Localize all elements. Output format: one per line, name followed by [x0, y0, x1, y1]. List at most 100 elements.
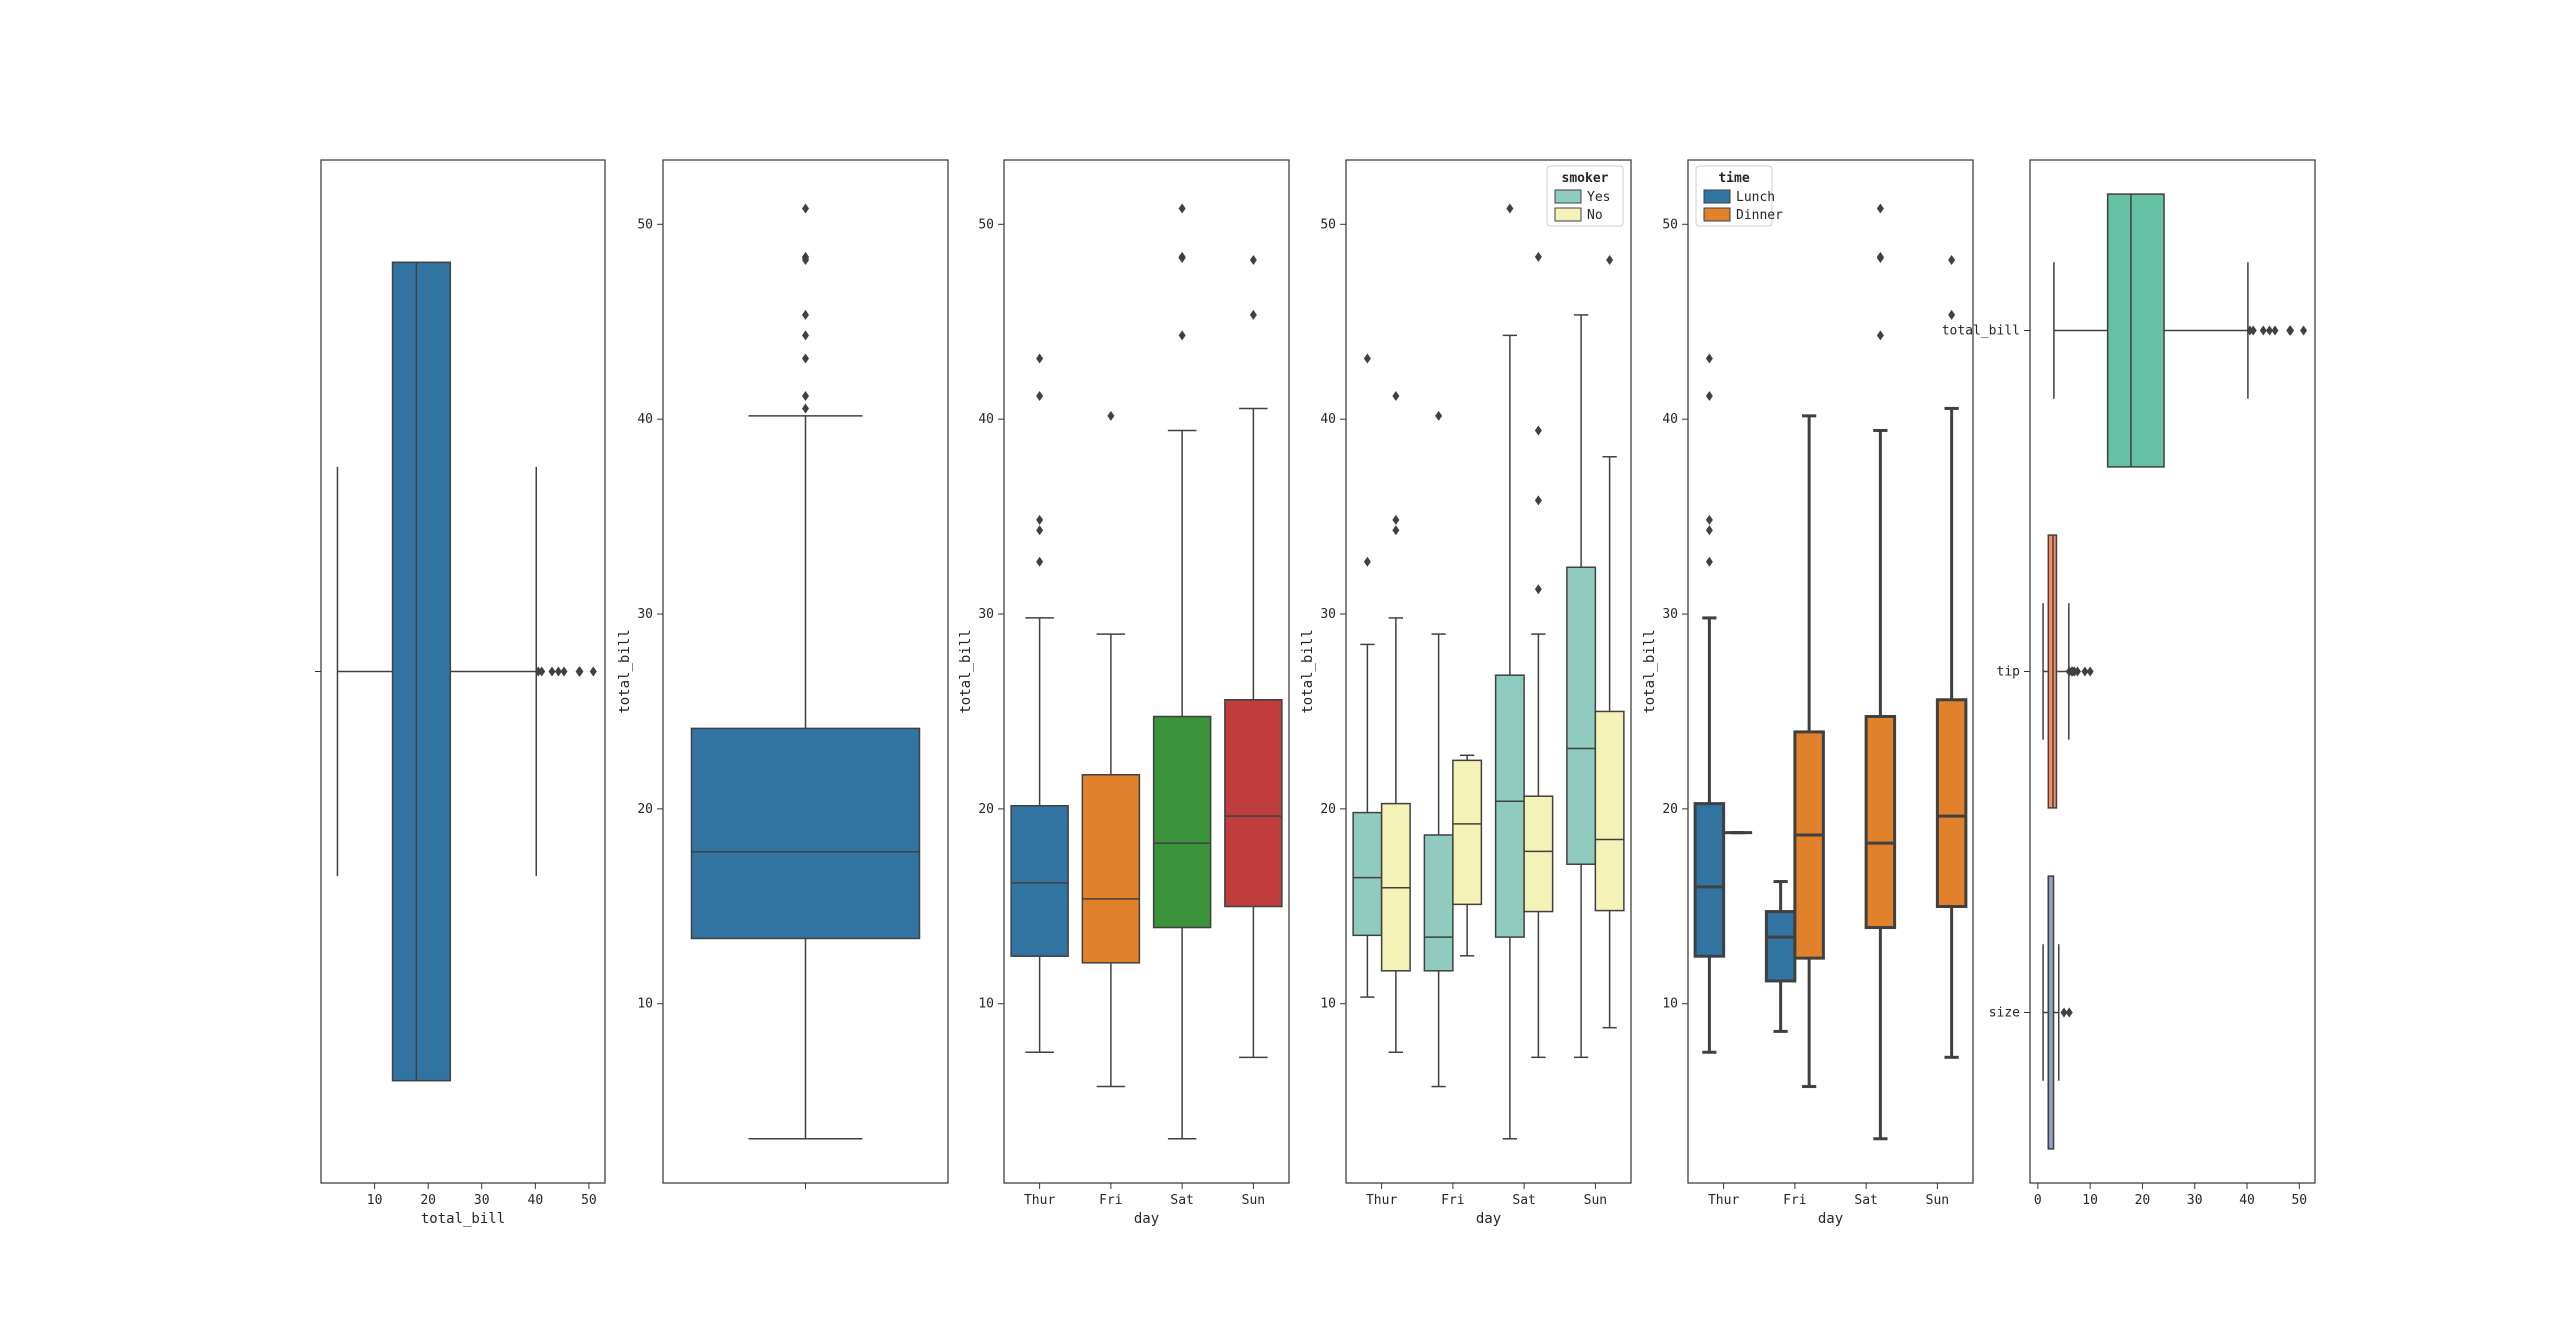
box-iqr: [1566, 566, 1597, 865]
box-iqr: [1423, 834, 1454, 972]
flier-point: [802, 390, 809, 401]
flier-point: [1705, 390, 1713, 401]
flier-point: [1705, 514, 1713, 525]
box-tip: [2042, 534, 2094, 809]
x-tick-label: Fri: [1099, 1193, 1122, 1208]
flier-point: [802, 203, 809, 214]
box-Fri-No: [1452, 754, 1483, 957]
flier-point: [1392, 514, 1400, 525]
box-Fri-Lunch: [1764, 880, 1797, 1033]
box-Thur-No: [1380, 390, 1411, 1054]
box-Thur-Lunch: [1693, 353, 1726, 1054]
legend-label-Yes: Yes: [1587, 190, 1610, 205]
x-tick-label: 40: [2239, 1193, 2255, 1208]
y-tick-label: 30: [1662, 607, 1678, 622]
box-iqr: [1594, 710, 1625, 912]
flier-point: [1876, 251, 1884, 262]
x-tick-label: 0: [2034, 1193, 2042, 1208]
y-tick-label: 20: [1320, 802, 1336, 817]
flier-point: [538, 666, 546, 677]
y-tick-label: 10: [1662, 997, 1678, 1012]
flier-point: [2266, 325, 2274, 336]
x-tick-label: Sat: [1512, 1193, 1535, 1208]
legend-label-Dinner: Dinner: [1736, 208, 1783, 223]
box-iqr: [1352, 811, 1383, 937]
flier-point: [1876, 330, 1884, 341]
x-tick-label: 20: [420, 1193, 436, 1208]
chart-panel-5: 10 20 30 40 50 Thur Fri Sat Sun day total_bill time…: [1642, 159, 1974, 1227]
chart-panel-1: 10 20 30 40 50 total_bill: [315, 159, 606, 1227]
flier-point: [1948, 309, 1956, 320]
flier-point: [1606, 254, 1614, 265]
x-tick-label: 50: [2291, 1193, 2307, 1208]
legend-swatch-Dinner: [1703, 207, 1731, 222]
y-axis-label: total_bill: [958, 629, 974, 713]
box-Sat-Yes: [1494, 203, 1525, 1140]
box-iqr: [1224, 699, 1283, 908]
flier-point: [2081, 666, 2089, 677]
flier-point: [2287, 325, 2295, 336]
flier-point: [1178, 251, 1186, 262]
flier-point: [560, 666, 568, 677]
flier-point: [554, 666, 562, 677]
legend-label-Lunch: Lunch: [1736, 190, 1775, 205]
box-iqr: [1010, 805, 1069, 957]
flier-point: [1107, 410, 1115, 421]
x-axis-label: day: [1134, 1211, 1159, 1227]
y-tick-label: 20: [978, 802, 994, 817]
box-iqr: [690, 727, 921, 940]
flier-point: [1876, 203, 1884, 214]
x-tick-label: Sat: [1854, 1193, 1877, 1208]
flier-point: [2086, 666, 2094, 677]
x-axis-label: day: [1818, 1211, 1843, 1227]
box-all: [336, 261, 597, 1082]
flier-point: [589, 666, 597, 677]
y-tick-label: 20: [637, 802, 653, 817]
chart-panel-2: 10 20 30 40 50 total_bill: [617, 159, 949, 1189]
chart-panel-4: 10 20 30 40 50 Thur Fri Sat Sun day total_bill smok…: [1300, 159, 1632, 1227]
flier-point: [1435, 410, 1443, 421]
box-Thur-Yes: [1352, 353, 1383, 998]
flier-point: [1705, 556, 1713, 567]
x-axis-label: day: [1476, 1211, 1501, 1227]
legend-label-No: No: [1587, 208, 1603, 223]
flier-point: [548, 666, 556, 677]
box-iqr: [1764, 910, 1797, 983]
y-tick-label: size: [1989, 1006, 2020, 1021]
flier-point: [802, 330, 809, 341]
box-Sat-Dinner: [1864, 203, 1897, 1141]
flier-point: [1534, 584, 1542, 595]
x-tick-label: 10: [2082, 1193, 2098, 1208]
box-Sun-Yes: [1566, 314, 1597, 1059]
y-tick-label: total_bill: [1942, 324, 2020, 339]
flier-point: [1948, 254, 1956, 265]
y-tick-label: 10: [637, 997, 653, 1012]
box-Sun-Dinner: [1935, 254, 1968, 1059]
x-tick-label: 20: [2135, 1193, 2151, 1208]
box-Sun: [1224, 254, 1283, 1059]
flier-point: [1705, 525, 1713, 536]
flier-point: [1534, 495, 1542, 506]
box-iqr: [1935, 698, 1968, 908]
y-tick-label: 20: [1662, 802, 1678, 817]
legend-swatch-Yes: [1554, 189, 1582, 204]
box-Sat: [1152, 203, 1212, 1140]
y-tick-label: tip: [1997, 665, 2021, 680]
flier-point: [1392, 390, 1400, 401]
box-iqr: [2047, 875, 2055, 1150]
box-Sun-No: [1594, 254, 1625, 1029]
box-Fri-Yes: [1423, 410, 1454, 1088]
x-tick-label: Thur: [1024, 1193, 1055, 1208]
box-iqr: [1693, 802, 1726, 958]
box-iqr: [1864, 715, 1897, 930]
x-tick-label: Thur: [1366, 1193, 1397, 1208]
legend-title: time: [1718, 171, 1749, 186]
flier-point: [2065, 1007, 2073, 1018]
axes-frame: [1345, 159, 1632, 1184]
flier-point: [2271, 325, 2279, 336]
x-tick-label: Sun: [1584, 1193, 1607, 1208]
x-tick-label: 30: [474, 1193, 490, 1208]
flier-point: [1506, 203, 1514, 214]
box-Sat-No: [1523, 251, 1554, 1059]
